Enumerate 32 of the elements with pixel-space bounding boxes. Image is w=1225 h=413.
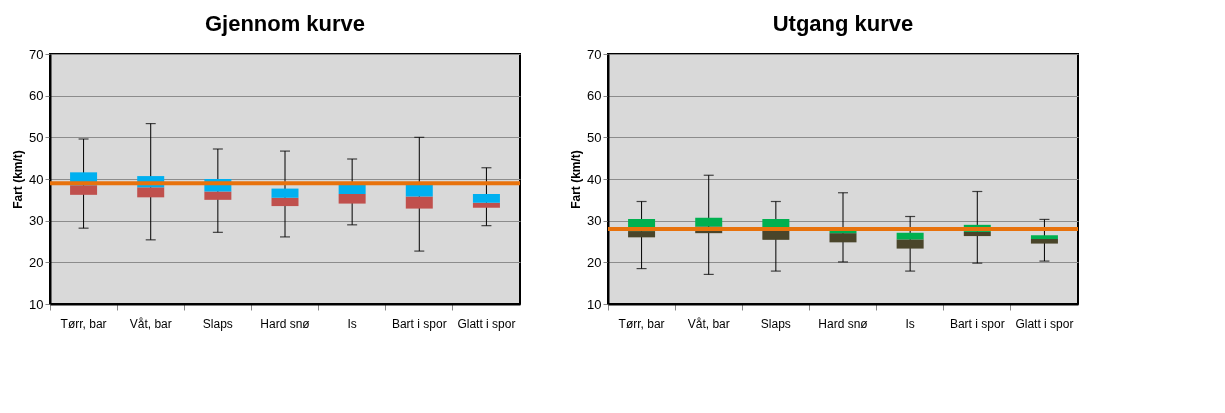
y-tick-label: 50 (587, 129, 602, 145)
chart-title: Gjennom kurve (204, 11, 366, 36)
x-tick-label: Våt, bar (129, 316, 172, 331)
y-axis-title: Fart (km/t) (11, 150, 26, 209)
x-tick-label: Glatt i spor (457, 316, 516, 331)
y-tick-label: 70 (29, 46, 44, 62)
x-tick-label: Is (905, 316, 915, 331)
y-tick-label: 70 (587, 46, 602, 62)
y-tick-label: 20 (587, 254, 602, 270)
x-tick-label: Tørr, bar (60, 316, 107, 331)
x-tick-label: Bart i spor (949, 316, 1005, 331)
y-tick-label: 30 (29, 213, 44, 229)
x-tick-label: Bart i spor (391, 316, 447, 331)
x-tick-label: Hard snø (260, 316, 311, 331)
y-tick-label: 40 (29, 171, 44, 187)
x-tick-label: Hard snø (818, 316, 869, 331)
y-tick-label: 60 (29, 88, 44, 104)
x-tick-label: Glatt i spor (1015, 316, 1074, 331)
x-tick-label: Is (347, 316, 357, 331)
y-tick-label: 40 (587, 171, 602, 187)
chart-title: Utgang kurve (772, 11, 914, 36)
y-tick-label: 10 (587, 296, 602, 312)
x-tick-label: Slaps (760, 316, 791, 331)
y-tick-label: 60 (587, 88, 602, 104)
x-tick-label: Slaps (202, 316, 233, 331)
y-axis-title: Fart (km/t) (569, 150, 584, 209)
y-tick-label: 10 (29, 296, 44, 312)
y-tick-label: 50 (29, 129, 44, 145)
y-tick-label: 30 (587, 213, 602, 229)
x-tick-label: Våt, bar (687, 316, 730, 331)
y-tick-label: 20 (29, 254, 44, 270)
x-tick-label: Tørr, bar (618, 316, 665, 331)
